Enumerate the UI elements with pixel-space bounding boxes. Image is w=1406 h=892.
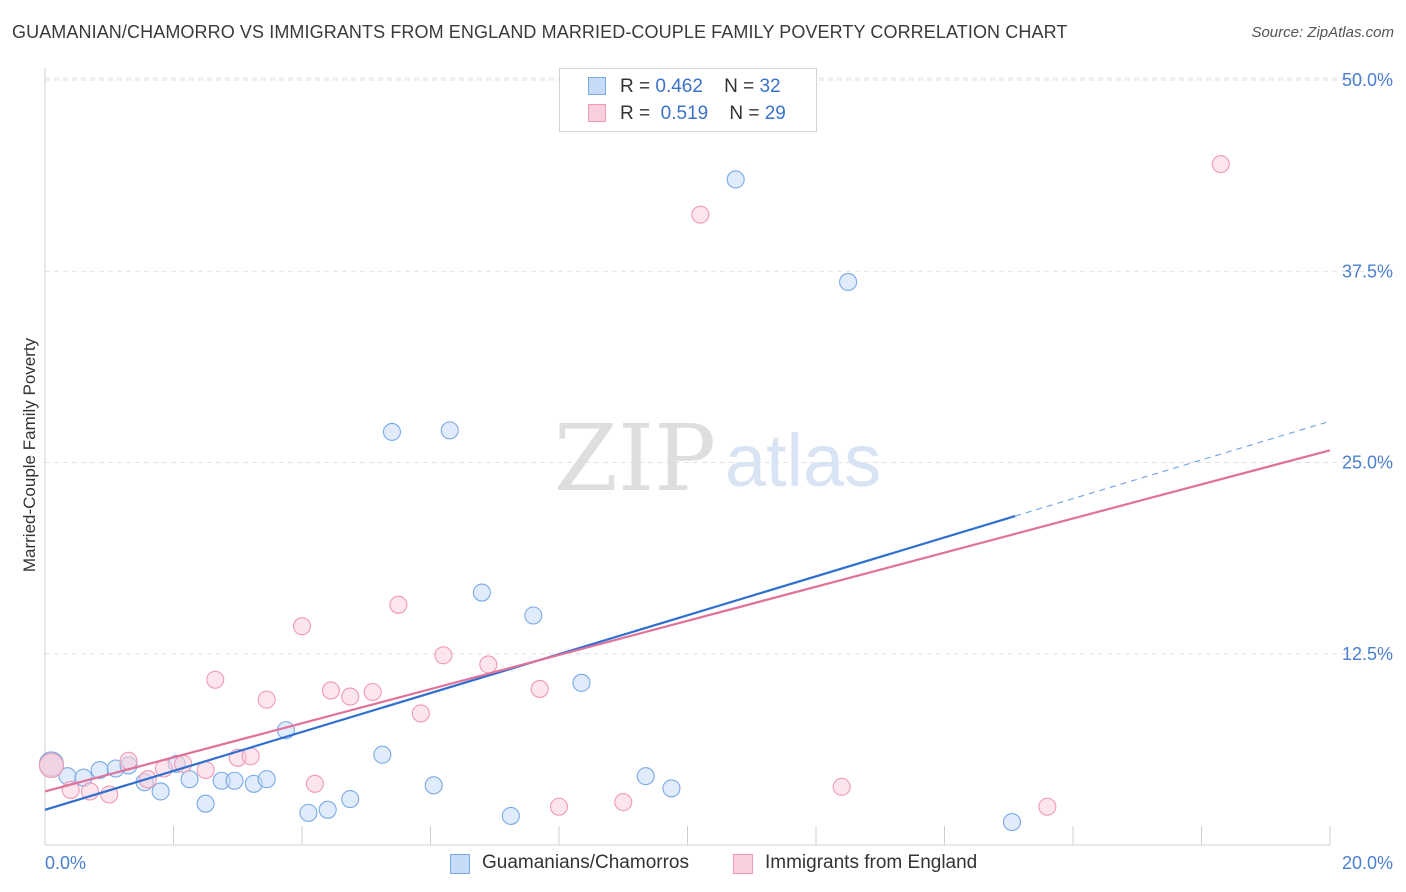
point-england[interactable]: [832, 777, 851, 796]
point-guamanian[interactable]: [839, 272, 858, 292]
point-england[interactable]: [292, 617, 312, 636]
legend-n-value: 29: [764, 103, 786, 124]
watermark: ZIP atlas: [554, 405, 881, 512]
tick-labels: 12.5% 25.0% 37.5% 50.0% 0.0% 20.0%: [45, 70, 1393, 873]
legend-r-value: 0.519: [660, 103, 709, 124]
point-england[interactable]: [206, 670, 225, 689]
point-guamanian[interactable]: [257, 770, 276, 789]
x-tick-label-min: 0.0%: [45, 853, 86, 873]
y-tick-label: 50.0%: [1342, 70, 1393, 90]
source-label: Source: ZipAtlas.com: [1251, 24, 1394, 41]
point-england[interactable]: [38, 752, 64, 778]
point-guamanian[interactable]: [382, 422, 402, 441]
point-guamanian[interactable]: [636, 767, 655, 786]
legend-r-label: R =: [620, 103, 651, 124]
trend-line-england: [44, 449, 1331, 793]
point-guamanian[interactable]: [424, 776, 443, 795]
series-label: Immigrants from England: [765, 852, 978, 873]
series-swatch-blue: [450, 854, 470, 874]
point-england[interactable]: [321, 681, 340, 700]
axes: [44, 68, 1331, 846]
point-england[interactable]: [691, 205, 710, 224]
point-england[interactable]: [434, 646, 453, 665]
point-england[interactable]: [411, 704, 430, 723]
point-england[interactable]: [549, 797, 569, 816]
point-guamanian[interactable]: [180, 770, 199, 789]
trend-lines: [44, 420, 1331, 811]
point-england[interactable]: [100, 785, 119, 804]
point-guamanian[interactable]: [225, 771, 244, 790]
point-england[interactable]: [479, 655, 498, 674]
y-tick-label: 25.0%: [1342, 453, 1393, 473]
point-guamanian[interactable]: [341, 790, 360, 809]
legend-swatch-pink: [588, 104, 606, 122]
legend-swatch-blue: [588, 77, 606, 95]
legend-n-label: N =: [724, 76, 755, 97]
point-guamanian[interactable]: [440, 421, 459, 440]
y-tick-label: 37.5%: [1342, 261, 1393, 281]
chart-title: GUAMANIAN/CHAMORRO VS IMMIGRANTS FROM EN…: [12, 22, 1068, 42]
trend-line-guamanian-extended: [1015, 420, 1331, 517]
series-swatch-pink: [733, 854, 753, 874]
point-england[interactable]: [530, 679, 549, 698]
legend-n-value: 32: [759, 76, 781, 97]
point-guamanian[interactable]: [318, 800, 337, 819]
legend-r-label: R =: [620, 76, 651, 97]
point-england[interactable]: [389, 595, 408, 614]
series-label: Guamanians/Chamorros: [482, 852, 689, 873]
point-england[interactable]: [363, 682, 382, 702]
point-guamanian[interactable]: [151, 782, 170, 801]
watermark-atlas: atlas: [725, 419, 881, 502]
legend-n-label: N =: [729, 103, 760, 124]
point-england[interactable]: [341, 687, 360, 706]
point-guamanian[interactable]: [572, 673, 591, 692]
point-england[interactable]: [305, 774, 324, 793]
point-england[interactable]: [1211, 155, 1230, 174]
x-tick-label-max: 20.0%: [1342, 853, 1393, 873]
point-guamanian[interactable]: [472, 583, 491, 602]
point-guamanian[interactable]: [726, 170, 745, 189]
watermark-zip: ZIP: [554, 405, 716, 512]
point-guamanian[interactable]: [196, 794, 215, 813]
correlation-legend: R = 0.462 N = 32 R = 0.519 N = 29: [559, 68, 817, 132]
point-guamanian[interactable]: [524, 606, 543, 625]
point-guamanian[interactable]: [501, 806, 520, 825]
point-guamanian[interactable]: [662, 779, 681, 798]
point-england[interactable]: [1038, 797, 1057, 816]
point-guamanian[interactable]: [373, 745, 392, 764]
grid-lines: [45, 77, 1365, 655]
point-guamanian[interactable]: [1002, 812, 1022, 832]
point-england[interactable]: [257, 690, 276, 709]
y-axis-label: Married-Couple Family Poverty: [20, 337, 39, 573]
point-guamanian[interactable]: [299, 803, 318, 822]
y-tick-label: 12.5%: [1342, 644, 1393, 664]
point-england[interactable]: [614, 793, 633, 812]
legend-r-value: 0.462: [655, 76, 703, 97]
